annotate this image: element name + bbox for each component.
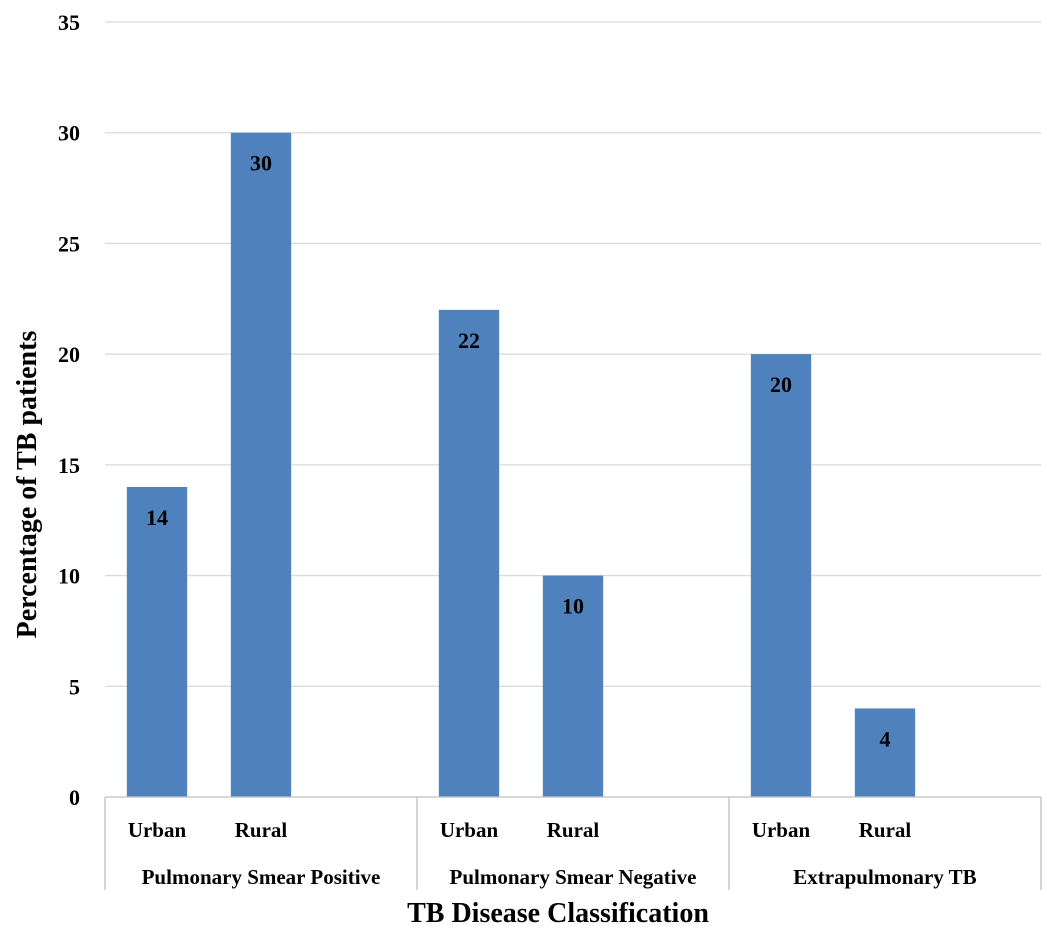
category-label: Rural	[235, 818, 288, 842]
y-tick-label: 20	[58, 342, 80, 367]
bar-value-label: 22	[458, 328, 480, 353]
x-axis-title: TB Disease Classification	[407, 898, 709, 929]
x-axis: Urban Rural Pulmonary Smear Positive Urban R…	[104, 796, 1042, 890]
group-label: Pulmonary Smear Positive	[142, 865, 381, 889]
bar	[542, 575, 604, 797]
y-tick-label: 0	[69, 785, 80, 810]
bar-value-label: 14	[146, 505, 168, 530]
category-label: Rural	[547, 818, 600, 842]
y-axis-ticks: 0 5 10 15 20 25 30 35	[58, 10, 80, 810]
y-tick-label: 10	[58, 564, 80, 589]
category-label: Urban	[752, 818, 811, 842]
y-tick-label: 30	[58, 121, 80, 146]
bar-value-label: 10	[562, 594, 584, 619]
bar	[854, 708, 916, 797]
category-label: Rural	[859, 818, 912, 842]
y-tick-label: 25	[58, 231, 80, 256]
bar	[438, 309, 500, 797]
y-tick-label: 35	[58, 10, 80, 35]
y-tick-label: 15	[58, 453, 80, 478]
category-label: Urban	[440, 818, 499, 842]
group-label: Pulmonary Smear Negative	[450, 865, 697, 889]
value-labels: 14 30 22 10 20 4	[146, 151, 891, 752]
category-label: Urban	[128, 818, 187, 842]
bar-value-label: 4	[880, 726, 891, 751]
bar-value-label: 30	[250, 151, 272, 176]
bar-value-label: 20	[770, 372, 792, 397]
group-label: Extrapulmonary TB	[793, 865, 976, 889]
bar	[126, 487, 188, 797]
bar	[230, 132, 292, 797]
bars	[126, 132, 916, 797]
y-tick-label: 5	[69, 674, 80, 699]
y-axis-title: Percentage of TB patients	[12, 331, 43, 639]
bar	[750, 354, 812, 797]
